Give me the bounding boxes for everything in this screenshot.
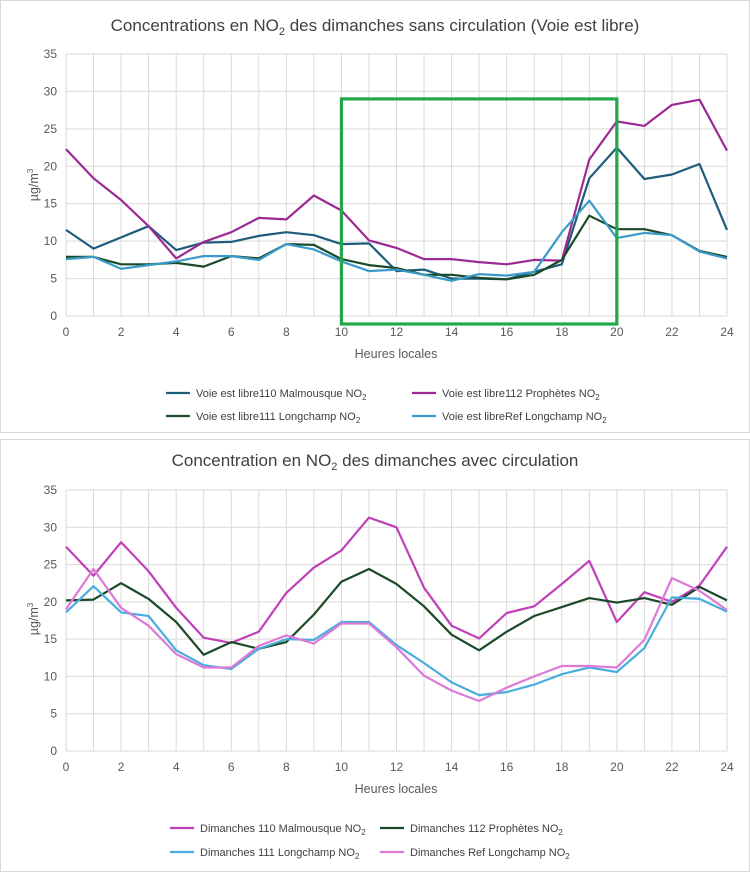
y-tick-label: 25 — [44, 558, 58, 572]
y-tick-label: 0 — [50, 309, 57, 323]
x-tick-label: 14 — [445, 760, 459, 774]
y-tick-label: 10 — [44, 234, 58, 248]
x-tick-label: 20 — [610, 760, 624, 774]
top-x-axis-title: Heures locales — [355, 347, 438, 361]
legend-label: Dimanches Ref Longchamp NO2 — [410, 847, 570, 861]
x-tick-label: 0 — [63, 760, 70, 774]
y-tick-label: 5 — [50, 272, 57, 286]
legend-label: Dimanches 112 Prophètes NO2 — [410, 823, 563, 837]
highlight-box — [339, 97, 619, 326]
bottom-chart-panel — [0, 439, 750, 872]
x-tick-label: 12 — [390, 760, 404, 774]
x-tick-label: 14 — [445, 325, 459, 339]
series-line-1 — [65, 516, 728, 645]
x-tick-label: 12 — [390, 325, 404, 339]
top-legend: Voie est libre110 Malmousque NO2 Voie est… — [166, 388, 607, 425]
legend-label: Voie est libre112 Prophètes NO2 — [442, 388, 600, 402]
title-subscript: 2 — [279, 26, 285, 38]
x-tick-label: 8 — [283, 325, 290, 339]
bottom-x-axis-title: Heures locales — [355, 782, 438, 796]
x-tick-label: 10 — [335, 760, 349, 774]
x-tick-label: 22 — [665, 325, 679, 339]
legend-label: Dimanches 110 Malmousque NO2 — [200, 823, 366, 837]
x-tick-label: 2 — [118, 325, 125, 339]
x-tick-label: 18 — [555, 325, 569, 339]
x-tick-label: 4 — [173, 760, 180, 774]
top-chart-title: Concentrations en NO2 des dimanches sans… — [111, 16, 640, 38]
x-tick-label: 2 — [118, 760, 125, 774]
bottom-y-axis-title: µg/m3 — [26, 602, 41, 635]
x-tick-label: 8 — [283, 760, 290, 774]
y-tick-label: 30 — [44, 84, 58, 98]
x-tick-label: 22 — [665, 760, 679, 774]
y-tick-label: 10 — [44, 669, 58, 683]
series-line-2 — [65, 567, 728, 656]
y-tick-label: 30 — [44, 520, 58, 534]
series-line-3 — [65, 585, 728, 697]
x-tick-label: 16 — [500, 325, 514, 339]
x-tick-label: 10 — [335, 325, 349, 339]
y-tick-label: 35 — [44, 483, 58, 497]
top-y-axis-title: µg/m3 — [26, 168, 41, 201]
y-tick-label: 20 — [44, 159, 58, 173]
x-tick-label: 0 — [63, 325, 70, 339]
y-tick-label: 5 — [50, 707, 57, 721]
x-tick-label: 20 — [610, 325, 624, 339]
x-tick-label: 6 — [228, 325, 235, 339]
legend-label: Voie est libreRef Longchamp NO2 — [442, 411, 607, 425]
y-tick-label: 25 — [44, 122, 58, 136]
bottom-legend: Dimanches 110 Malmousque NO2 Dimanches 11… — [170, 823, 570, 861]
legend-label: Dimanches 111 Longchamp NO2 — [200, 847, 360, 861]
y-tick-label: 15 — [44, 632, 58, 646]
title-subscript: 2 — [331, 461, 337, 473]
y-tick-label: 20 — [44, 595, 58, 609]
legend-label: Voie est libre110 Malmousque NO2 — [196, 388, 367, 402]
bottom-chart-title: Concentration en NO2 des dimanches avec … — [172, 451, 579, 473]
y-tick-label: 35 — [44, 47, 58, 61]
x-tick-label: 18 — [555, 760, 569, 774]
series-line-4 — [65, 567, 728, 703]
y-tick-label: 0 — [50, 744, 57, 758]
legend-label: Voie est libre111 Longchamp NO2 — [196, 411, 361, 425]
top-chart-panel — [0, 0, 750, 433]
x-tick-label: 6 — [228, 760, 235, 774]
x-tick-label: 24 — [720, 760, 734, 774]
x-tick-label: 24 — [720, 325, 734, 339]
x-tick-label: 16 — [500, 760, 514, 774]
y-tick-label: 15 — [44, 197, 58, 211]
x-tick-label: 4 — [173, 325, 180, 339]
